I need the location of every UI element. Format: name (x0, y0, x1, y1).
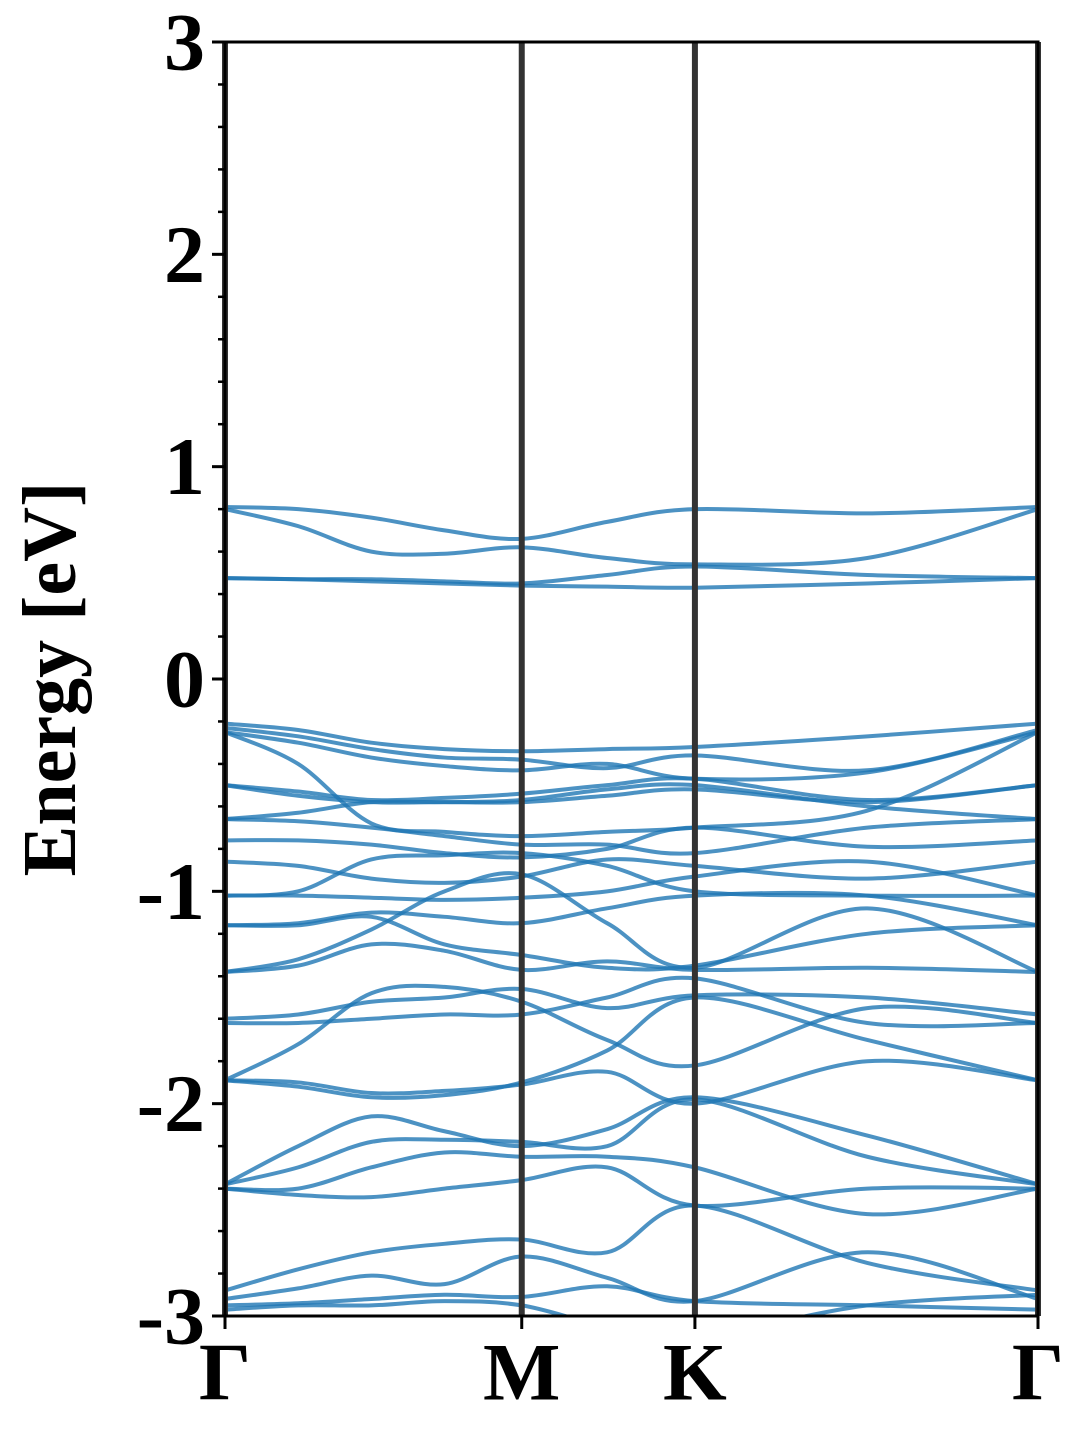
y-tick-label: 2 (164, 209, 205, 300)
band (225, 995, 1038, 1100)
band (225, 1095, 1038, 1187)
band (225, 1150, 1038, 1217)
y-tick-label: 1 (164, 421, 205, 512)
band (225, 941, 1038, 975)
band (225, 507, 1038, 567)
bands (225, 505, 1038, 1316)
band (225, 783, 1038, 805)
x-tick-label: Γ (199, 1327, 251, 1418)
band (225, 986, 1038, 1021)
band (225, 1250, 1038, 1304)
band (225, 576, 1038, 590)
band (225, 817, 1038, 856)
band (225, 1203, 1038, 1293)
band (225, 914, 1038, 972)
y-tick-label: -2 (137, 1058, 205, 1149)
band (225, 825, 1038, 860)
x-tick-label: K (663, 1327, 727, 1418)
band (225, 721, 1038, 754)
band (225, 776, 1038, 803)
x-tick-label: M (483, 1327, 560, 1418)
y-tick-label: 3 (164, 0, 205, 88)
band (225, 1097, 1038, 1187)
band (225, 505, 1038, 542)
band (225, 730, 1038, 782)
band (225, 975, 1038, 1029)
y-axis-label: Energy [eV] (8, 482, 92, 877)
band (225, 1164, 1038, 1209)
y-tick-label: -3 (137, 1271, 205, 1362)
y-tick-label: -1 (137, 846, 205, 937)
band (225, 871, 1038, 974)
band (225, 983, 1038, 1083)
band (225, 782, 1038, 822)
band (225, 1058, 1038, 1106)
band (225, 730, 1038, 839)
plot-frame (223, 40, 1040, 1318)
y-tick-label: 0 (164, 634, 205, 725)
x-tick-label: Γ (1012, 1327, 1064, 1418)
